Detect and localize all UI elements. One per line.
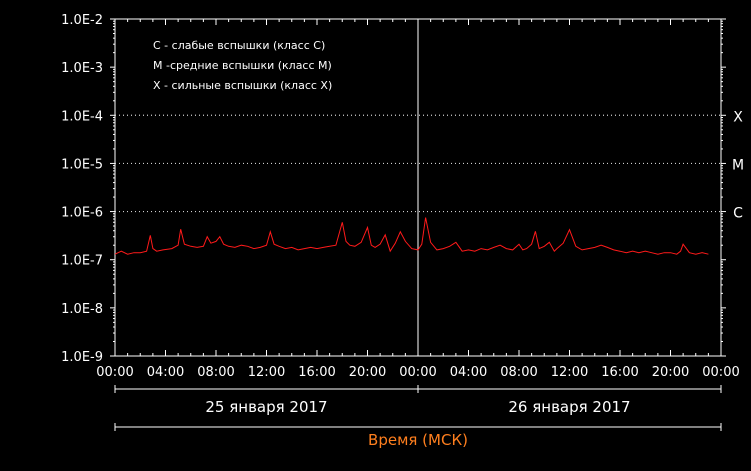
day-label: 25 января 2017 [205, 398, 327, 416]
x-tick-label: 16:00 [601, 365, 638, 380]
x-tick-label: 12:00 [248, 365, 285, 380]
flux-series-line [114, 217, 709, 255]
x-tick-label: 04:00 [450, 365, 487, 380]
x-tick-label: 12:00 [551, 365, 588, 380]
y-tick-label: 1.0E-3 [61, 61, 103, 76]
x-tick-label: 00:00 [702, 365, 739, 380]
legend-entry: C - слабые вспышки (класс C) [153, 39, 325, 52]
legend-entry: X - сильные вспышки (класс X) [153, 79, 332, 92]
y-tick-label: 1.0E-5 [61, 157, 103, 172]
y-tick-label: 1.0E-6 [61, 206, 103, 221]
x-tick-label: 08:00 [197, 365, 234, 380]
y-tick-label: 1.0E-4 [61, 109, 103, 124]
flare-class-label: X [733, 109, 743, 125]
x-tick-label: 00:00 [399, 365, 436, 380]
y-tick-label: 1.0E-7 [61, 254, 103, 269]
y-tick-label: 1.0E-9 [61, 350, 103, 365]
y-tick-label: 1.0E-8 [61, 302, 103, 317]
x-axis-label: Время (МСК) [368, 431, 468, 449]
flare-class-label: M [732, 157, 744, 173]
day-label: 26 января 2017 [508, 398, 630, 416]
x-tick-label: 00:00 [96, 365, 133, 380]
legend-entry: M -средние вспышки (класс M) [153, 59, 332, 72]
x-tick-label: 20:00 [349, 365, 386, 380]
x-tick-label: 08:00 [500, 365, 537, 380]
x-tick-label: 16:00 [298, 365, 335, 380]
x-tick-label: 20:00 [652, 365, 689, 380]
x-tick-label: 04:00 [147, 365, 184, 380]
y-tick-label: 1.0E-2 [61, 13, 103, 28]
flare-class-label: C [733, 206, 743, 222]
